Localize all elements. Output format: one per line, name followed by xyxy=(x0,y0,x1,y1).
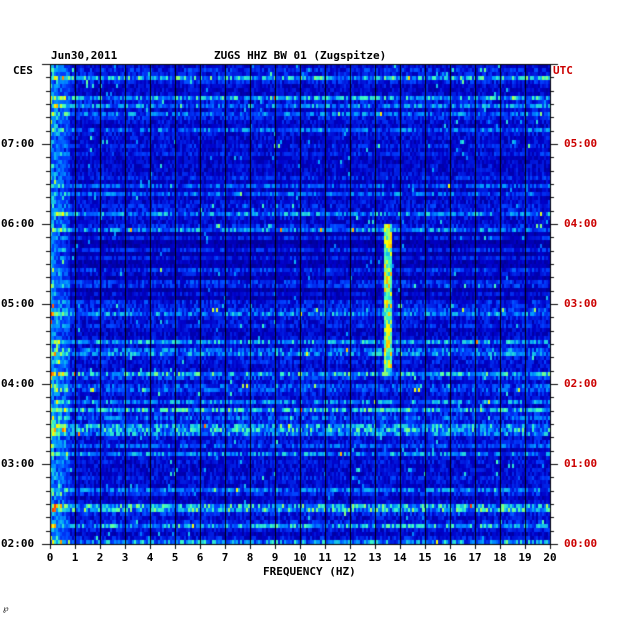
date-label: Jun30,2011 xyxy=(51,49,118,62)
left-axis-label: CES xyxy=(13,64,33,77)
x-tick-label: 7 xyxy=(221,551,229,564)
x-tick-label: 9 xyxy=(271,551,279,564)
x-tick-label: 14 xyxy=(393,551,407,564)
x-tick-label: 19 xyxy=(518,551,532,564)
right-tick-label: 01:00 xyxy=(564,457,598,470)
x-tick-label: 13 xyxy=(368,551,382,564)
left-tick-label: 04:00 xyxy=(1,377,35,390)
right-tick-label: 04:00 xyxy=(564,217,598,230)
x-tick-label: 0 xyxy=(46,551,54,564)
x-tick-label: 10 xyxy=(293,551,307,564)
right-tick-label: 02:00 xyxy=(564,377,598,390)
left-tick-label: 07:00 xyxy=(1,137,35,150)
left-tick-label: 03:00 xyxy=(1,457,35,470)
x-tick-label: 3 xyxy=(121,551,129,564)
x-tick-label: 6 xyxy=(196,551,204,564)
x-tick-label: 16 xyxy=(443,551,457,564)
x-tick-label: 5 xyxy=(171,551,179,564)
x-tick-label: 1 xyxy=(71,551,79,564)
x-tick-label: 12 xyxy=(343,551,357,564)
left-tick-label: 05:00 xyxy=(1,297,35,310)
right-tick-label: 03:00 xyxy=(564,297,598,310)
x-tick-label: 8 xyxy=(246,551,254,564)
x-tick-label: 2 xyxy=(96,551,104,564)
right-axis-label: UTC xyxy=(553,64,573,77)
right-tick-label: 00:00 xyxy=(564,537,598,550)
chart-title: ZUGS HHZ BW 01 (Zugspitze) xyxy=(214,49,387,62)
x-tick-label: 17 xyxy=(468,551,482,564)
right-tick-label: 05:00 xyxy=(564,137,598,150)
x-tick-label: 20 xyxy=(543,551,557,564)
x-tick-label: 11 xyxy=(318,551,332,564)
x-tick-label: 18 xyxy=(493,551,507,564)
x-axis-label: FREQUENCY (HZ) xyxy=(263,565,356,578)
footer-mark: ℘ xyxy=(3,604,9,613)
left-tick-label: 02:00 xyxy=(1,537,35,550)
x-tick-label: 4 xyxy=(146,551,154,564)
left-tick-label: 06:00 xyxy=(1,217,35,230)
x-tick-label: 15 xyxy=(418,551,432,564)
